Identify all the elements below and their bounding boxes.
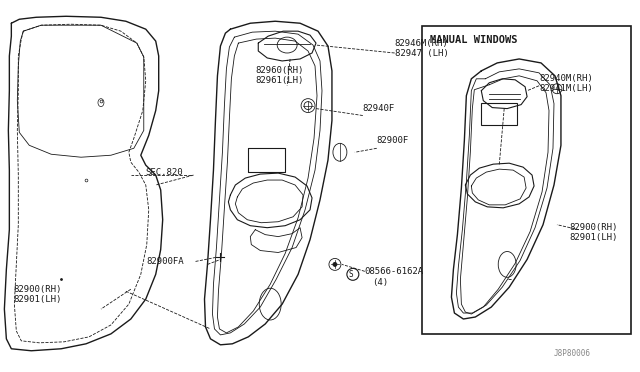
Text: 82960(RH): 82960(RH) (255, 66, 303, 76)
Text: 82900(RH): 82900(RH) (569, 223, 618, 232)
Text: 82900FA: 82900FA (147, 257, 184, 266)
Text: 82901(LH): 82901(LH) (569, 233, 618, 242)
Text: 08566-6162A: 08566-6162A (365, 267, 424, 276)
Text: 82941M(LH): 82941M(LH) (539, 84, 593, 93)
Text: 82946M(RH): 82946M(RH) (395, 39, 449, 48)
Text: J8P80006: J8P80006 (554, 349, 591, 358)
Bar (422, 26, 630, 334)
Text: 82947 (LH): 82947 (LH) (395, 48, 449, 58)
Text: 82940M(RH): 82940M(RH) (539, 74, 593, 83)
Text: 82900(RH): 82900(RH) (13, 285, 61, 294)
Text: SEC.820: SEC.820 (146, 168, 184, 177)
Text: 82900F: 82900F (377, 136, 409, 145)
Bar (481, 103, 517, 125)
Text: 82901(LH): 82901(LH) (13, 295, 61, 304)
Circle shape (333, 262, 337, 266)
Text: (4): (4) (372, 278, 388, 287)
Text: 82961(LH): 82961(LH) (255, 76, 303, 85)
Text: 82940F: 82940F (363, 104, 395, 113)
Text: MANUAL WINDOWS: MANUAL WINDOWS (429, 35, 517, 45)
Text: S: S (349, 270, 353, 279)
